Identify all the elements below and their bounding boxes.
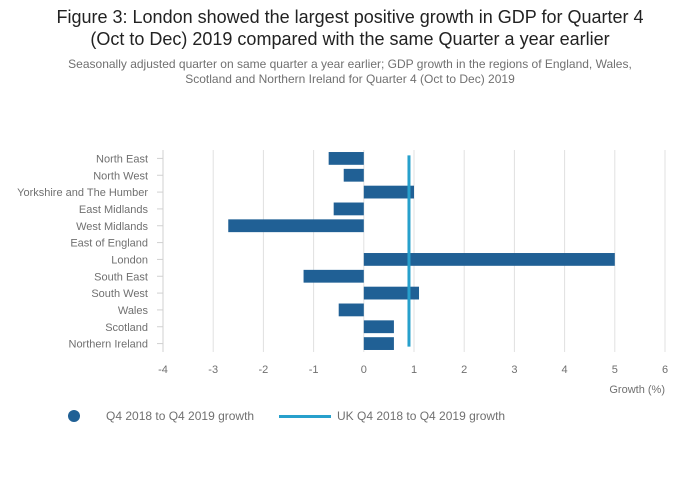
bar bbox=[363, 185, 414, 199]
bar bbox=[328, 152, 364, 165]
y-category-label: West Midlands bbox=[76, 221, 148, 233]
y-category-label: North West bbox=[93, 170, 148, 182]
y-category-label: North East bbox=[96, 153, 148, 165]
y-category-label: Scotland bbox=[105, 322, 148, 334]
legend-dot-icon bbox=[68, 410, 80, 422]
y-category-label: East Midlands bbox=[79, 204, 149, 216]
x-tick-label: 4 bbox=[562, 364, 568, 376]
y-category-label: East of England bbox=[70, 238, 148, 250]
chart-subtitle-line-2: Scotland and Northern Ireland for Quarte… bbox=[185, 72, 515, 86]
x-tick-label: 2 bbox=[461, 364, 467, 376]
chart-subtitle-line-1: Seasonally adjusted quarter on same quar… bbox=[68, 57, 632, 71]
x-axis-title: Growth (%) bbox=[609, 384, 665, 396]
x-tick-label: -3 bbox=[208, 364, 218, 376]
bar bbox=[343, 168, 364, 182]
y-category-label: London bbox=[111, 254, 148, 266]
bar bbox=[363, 320, 394, 334]
y-category-label: South West bbox=[91, 288, 148, 300]
legend-item-regional[interactable]: Q4 2018 to Q4 2019 growth bbox=[68, 406, 254, 426]
x-tick-label: 3 bbox=[511, 364, 517, 376]
legend-label-regional: Q4 2018 to Q4 2019 growth bbox=[106, 409, 255, 423]
y-category-label: South East bbox=[94, 271, 148, 283]
bar bbox=[363, 286, 420, 300]
bar bbox=[303, 269, 364, 283]
x-tick-label: 6 bbox=[662, 364, 668, 376]
bar bbox=[363, 253, 615, 266]
bar bbox=[363, 337, 394, 350]
legend-line-icon bbox=[279, 414, 331, 418]
legend-item-uk[interactable]: UK Q4 2018 to Q4 2019 growth bbox=[279, 406, 505, 426]
bar bbox=[228, 219, 364, 233]
x-tick-label: 0 bbox=[361, 364, 367, 376]
chart-title-line-2: (Oct to Dec) 2019 compared with the same… bbox=[90, 29, 610, 49]
chart-title-line-1: Figure 3: London showed the largest posi… bbox=[56, 7, 644, 27]
bar bbox=[333, 202, 364, 216]
bar bbox=[338, 303, 364, 317]
x-tick-label: 1 bbox=[411, 364, 417, 376]
x-tick-label: -2 bbox=[259, 364, 269, 376]
x-tick-label: -4 bbox=[158, 364, 168, 376]
x-tick-label: 5 bbox=[612, 364, 618, 376]
chart-legend: Q4 2018 to Q4 2019 growth UK Q4 2018 to … bbox=[60, 406, 680, 428]
y-category-label: Yorkshire and The Humber bbox=[17, 187, 148, 199]
chart-title: Figure 3: London showed the largest posi… bbox=[0, 6, 700, 50]
y-category-label: Northern Ireland bbox=[69, 339, 149, 351]
legend-label-uk: UK Q4 2018 to Q4 2019 growth bbox=[337, 409, 506, 423]
x-tick-label: -1 bbox=[309, 364, 319, 376]
y-category-label: Wales bbox=[118, 305, 149, 317]
bar-chart: -4 -3 -2 -1 0 1 2 3 4 5 6 North East North West Yorks… bbox=[17, 150, 668, 396]
chart-subtitle: Seasonally adjusted quarter on same quar… bbox=[0, 57, 700, 87]
